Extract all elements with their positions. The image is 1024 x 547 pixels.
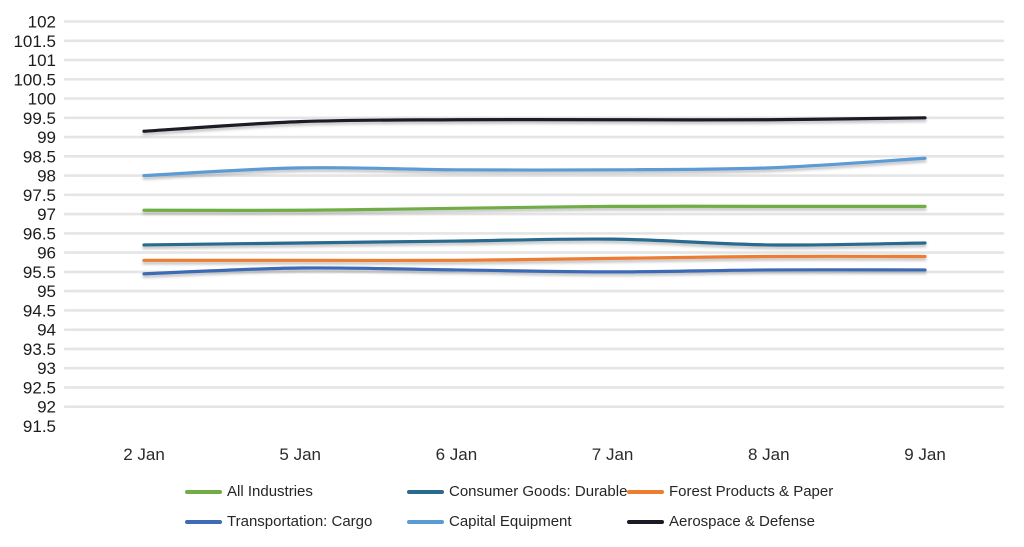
y-axis-tick-label: 93 xyxy=(37,359,56,378)
x-axis-tick-label: 7 Jan xyxy=(592,445,634,464)
series-line-aerospace-defense xyxy=(142,116,927,133)
y-axis-tick-label: 95 xyxy=(37,282,56,301)
y-axis-tick-label: 93.5 xyxy=(23,340,56,359)
series-line-capital-equipment xyxy=(142,156,927,178)
legend-line-swatch-icon xyxy=(627,520,664,524)
y-axis-tick-label: 92.5 xyxy=(23,378,56,397)
legend-label: Consumer Goods: Durable xyxy=(449,483,628,500)
legend-label: Capital Equipment xyxy=(449,513,572,530)
legend-item-transportation-cargo: Transportation: Cargo xyxy=(185,513,372,531)
y-axis-tick-label: 100.5 xyxy=(13,70,56,89)
y-axis-tick-label: 94 xyxy=(37,321,56,340)
y-axis-labels: 102101.5101100.510099.59998.59897.59796.… xyxy=(13,13,56,437)
y-axis-tick-label: 101 xyxy=(28,51,56,70)
legend-label: Transportation: Cargo xyxy=(227,513,373,530)
y-axis-tick-label: 98 xyxy=(37,167,56,186)
y-axis-tick-label: 95.5 xyxy=(23,263,56,282)
y-axis-tick-label: 97.5 xyxy=(23,186,56,205)
y-axis-tick-label: 96.5 xyxy=(23,224,56,243)
y-axis-tick-label: 101.5 xyxy=(13,32,56,51)
y-axis-tick-label: 98.5 xyxy=(23,147,56,166)
y-axis-tick-label: 99.5 xyxy=(23,109,56,128)
series-line-forest-products-paper xyxy=(142,254,927,263)
legend-item-aerospace-defense: Aerospace & Defense xyxy=(627,513,815,531)
legend-item-forest-products-paper: Forest Products & Paper xyxy=(627,483,833,501)
series-line-consumer-goods-durable xyxy=(142,237,927,247)
y-axis-tick-label: 92 xyxy=(37,398,56,417)
x-axis-tick-label: 9 Jan xyxy=(904,445,946,464)
x-axis-tick-label: 5 Jan xyxy=(279,445,321,464)
y-axis-tick-label: 102 xyxy=(28,13,56,32)
series-lines-group xyxy=(142,116,927,276)
y-axis-tick-label: 99 xyxy=(37,128,56,147)
legend-line-swatch-icon xyxy=(407,490,444,494)
line-chart: 102101.5101100.510099.59998.59897.59796.… xyxy=(13,13,1005,464)
legend-item-all-industries: All Industries xyxy=(185,483,313,501)
legend-line-swatch-icon xyxy=(627,490,664,494)
gridlines-group xyxy=(63,20,1005,409)
x-axis-tick-label: 6 Jan xyxy=(436,445,478,464)
series-line-transportation-cargo xyxy=(142,266,927,276)
y-axis-tick-label: 97 xyxy=(37,205,56,224)
legend-item-consumer-goods-durable: Consumer Goods: Durable xyxy=(407,483,627,501)
y-axis-tick-label: 91.5 xyxy=(23,417,56,436)
y-axis-tick-label: 96 xyxy=(37,244,56,263)
legend-line-swatch-icon xyxy=(185,520,222,524)
legend-line-swatch-icon xyxy=(185,490,222,494)
series-line-all-industries xyxy=(142,204,927,212)
legend-item-capital-equipment: Capital Equipment xyxy=(407,513,572,531)
x-axis-tick-label: 2 Jan xyxy=(123,445,165,464)
legend-label: Forest Products & Paper xyxy=(669,483,834,500)
legend-label: Aerospace & Defense xyxy=(669,513,815,530)
y-axis-tick-label: 94.5 xyxy=(23,301,56,320)
x-axis-tick-label: 8 Jan xyxy=(748,445,790,464)
y-axis-tick-label: 100 xyxy=(28,90,56,109)
x-axis-labels: 2 Jan 5 Jan 6 Jan 7 Jan 8 Jan 9 Jan xyxy=(123,445,946,464)
legend-label: All Industries xyxy=(227,483,313,500)
legend-line-swatch-icon xyxy=(407,520,444,524)
